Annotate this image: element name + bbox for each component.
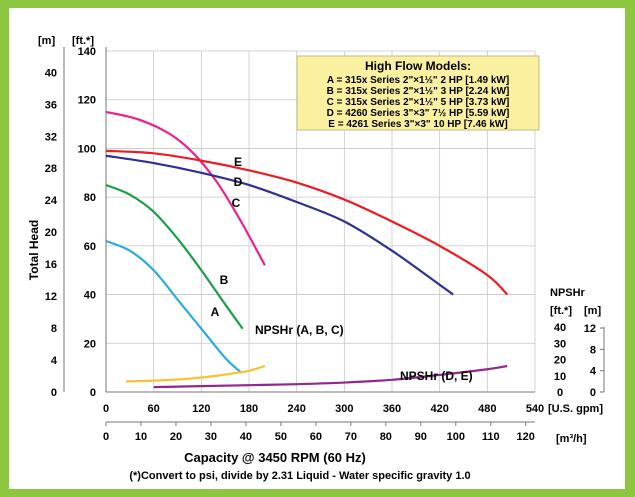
x-tick-m3h-40: 40 — [240, 431, 252, 443]
y-tick-m-40: 40 — [45, 67, 57, 79]
npshr-tick-ft-40: 40 — [554, 322, 566, 334]
x-tick-gpm-180: 180 — [240, 403, 258, 415]
y-tick-m-0: 0 — [51, 387, 57, 399]
y-tick-ft-140: 140 — [78, 46, 96, 58]
x-axis-label: Capacity @ 3450 RPM (60 Hz) — [184, 450, 366, 465]
labels: [m] [ft.*] Total Head [U.S. gpm] [m³/h] … — [27, 35, 603, 482]
x-tick-gpm-0: 0 — [103, 403, 109, 415]
y-tick-ft-100: 100 — [78, 143, 96, 155]
npshr-tick-ft-30: 30 — [554, 338, 566, 350]
legend-line-e: E = 4261 Series 3"×3" 10 HP [7.46 kW] — [328, 119, 507, 130]
head-curve-b — [105, 183, 244, 330]
curves — [105, 110, 508, 389]
curve-label-a: A — [211, 305, 220, 319]
y-tick-ft-60: 60 — [84, 241, 96, 253]
curve-label-c: C — [232, 196, 241, 210]
curve-label-d: D — [234, 175, 243, 189]
npshr-tick-ft-20: 20 — [554, 355, 566, 367]
y-tick-m-24: 24 — [45, 195, 58, 207]
npshr-unit-ft: [ft.*] — [550, 305, 572, 317]
y-tick-m-8: 8 — [51, 323, 57, 335]
x-unit-m3h: [m³/h] — [556, 433, 587, 445]
x-tick-gpm-420: 420 — [430, 403, 448, 415]
legend-line-a: A = 315x Series 2"×1½" 2 HP [1.49 kW] — [327, 75, 509, 86]
legend-title: High Flow Models: — [365, 59, 471, 73]
y-tick-m-16: 16 — [45, 259, 57, 271]
npshr-label-0: NPSHr (A, B, C) — [255, 323, 344, 337]
y-tick-m-20: 20 — [45, 227, 57, 239]
y-tick-ft-80: 80 — [84, 192, 96, 204]
npshr-curve-0 — [125, 364, 266, 383]
x-tick-m3h-30: 30 — [205, 431, 217, 443]
footnote: (*)Convert to psi, divide by 2.31 Liquid… — [129, 470, 470, 482]
x-tick-m3h-100: 100 — [447, 431, 465, 443]
head-curve-d — [105, 154, 454, 296]
x-tick-gpm-360: 360 — [383, 403, 401, 415]
y-tick-m-28: 28 — [45, 163, 57, 175]
npshr-tick-m-8: 8 — [590, 344, 596, 356]
x-tick-gpm-240: 240 — [287, 403, 305, 415]
npshr-tick-m-4: 4 — [590, 366, 597, 378]
legend-line-b: B = 315x Series 2"×1½" 3 HP [2.24 kW] — [327, 86, 510, 97]
axes: 0 60 120 180 240 300 360 420 480 5400204060801001… — [45, 46, 605, 443]
legend-box: High Flow Models: A = 315x Series 2"×1½"… — [296, 55, 540, 131]
head-curve-e — [105, 149, 508, 296]
x-tick-gpm-480: 480 — [478, 403, 496, 415]
npshr-label-1: NPSHr (D, E) — [400, 369, 473, 383]
x-tick-gpm-120: 120 — [192, 403, 210, 415]
x-tick-m3h-80: 80 — [380, 431, 392, 443]
head-curve-a — [105, 239, 242, 374]
y-tick-m-32: 32 — [45, 131, 57, 143]
npshr-tick-m-0: 0 — [590, 387, 596, 399]
y-tick-ft-120: 120 — [78, 95, 96, 107]
curve-label-e: E — [234, 155, 242, 169]
x-tick-gpm-60: 60 — [148, 403, 160, 415]
x-tick-m3h-90: 90 — [415, 431, 427, 443]
x-tick-gpm-300: 300 — [335, 403, 353, 415]
y-axis-label: Total Head — [27, 220, 41, 280]
x-tick-m3h-20: 20 — [170, 431, 182, 443]
npshr-tick-m-12: 12 — [584, 323, 596, 335]
npshr-curve-1 — [153, 364, 508, 389]
head-curve-c — [105, 110, 266, 266]
npshr-tick-ft-0: 0 — [557, 387, 563, 399]
y-tick-ft-20: 20 — [84, 338, 96, 350]
x-unit-gpm: [U.S. gpm] — [548, 403, 603, 415]
legend-background — [296, 55, 540, 131]
y-tick-m-12: 12 — [45, 291, 57, 303]
y-tick-m-36: 36 — [45, 99, 57, 111]
x-tick-m3h-0: 0 — [103, 431, 109, 443]
y-tick-ft-40: 40 — [84, 290, 96, 302]
legend-line-c: C = 315x Series 2"×1½" 5 HP [3.73 kW] — [327, 97, 510, 108]
y-tick-ft-0: 0 — [90, 387, 96, 399]
x-tick-m3h-120: 120 — [517, 431, 535, 443]
y-unit-ft: [ft.*] — [72, 35, 94, 47]
x-tick-m3h-70: 70 — [345, 431, 357, 443]
x-tick-m3h-60: 60 — [310, 431, 322, 443]
x-tick-m3h-50: 50 — [275, 431, 287, 443]
x-tick-m3h-10: 10 — [135, 431, 147, 443]
npshr-title: NPSHr — [550, 287, 586, 299]
legend-line-d: D = 4260 Series 3"×3" 7½ HP [5.59 kW] — [327, 108, 510, 119]
npshr-tick-ft-10: 10 — [554, 371, 566, 383]
y-tick-m-4: 4 — [51, 355, 58, 367]
npshr-unit-m: [m] — [584, 305, 601, 317]
x-tick-m3h-110: 110 — [482, 431, 500, 443]
x-tick-gpm-540: 540 — [526, 403, 544, 415]
curve-label-b: B — [220, 273, 229, 287]
y-unit-m: [m] — [38, 35, 55, 47]
